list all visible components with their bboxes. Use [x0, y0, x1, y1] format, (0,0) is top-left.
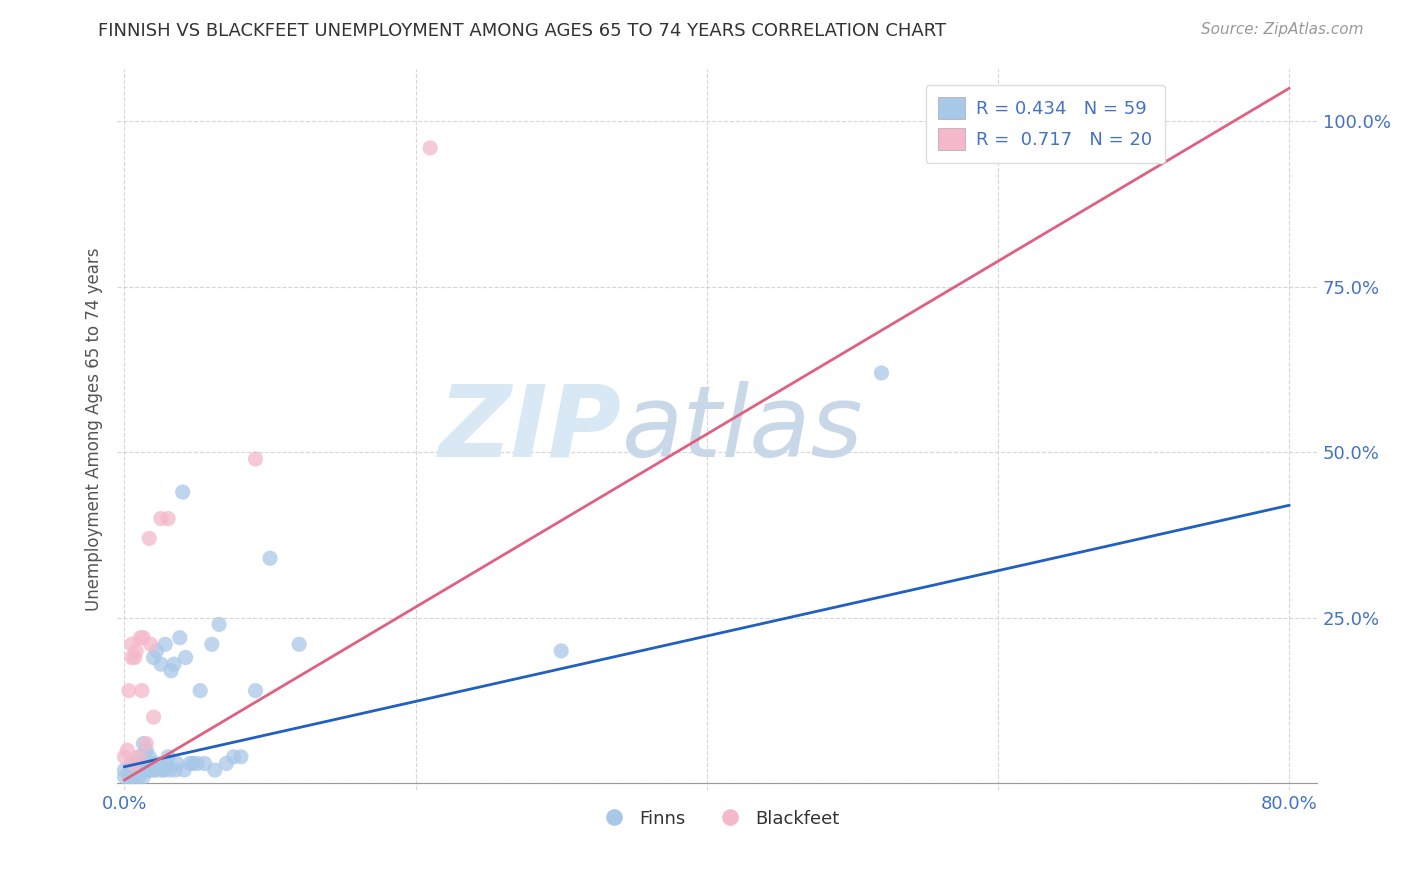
- Point: [121, 763, 143, 777]
- Point: [114, 763, 136, 777]
- Point: [245, 683, 267, 698]
- Point: [150, 763, 173, 777]
- Point: [118, 683, 141, 698]
- Point: [229, 749, 252, 764]
- Point: [125, 756, 148, 771]
- Point: [131, 763, 153, 777]
- Point: [128, 749, 150, 764]
- Point: [138, 749, 160, 764]
- Point: [125, 763, 148, 777]
- Point: [156, 756, 179, 771]
- Point: [259, 551, 281, 566]
- Point: [142, 710, 165, 724]
- Point: [149, 756, 172, 771]
- Point: [142, 650, 165, 665]
- Point: [157, 749, 180, 764]
- Point: [179, 756, 201, 771]
- Point: [215, 756, 238, 771]
- Point: [166, 756, 188, 771]
- Point: [128, 770, 150, 784]
- Point: [181, 756, 204, 771]
- Point: [138, 532, 160, 546]
- Text: atlas: atlas: [621, 381, 863, 478]
- Point: [165, 763, 187, 777]
- Point: [159, 763, 181, 777]
- Point: [139, 637, 162, 651]
- Point: [173, 763, 195, 777]
- Point: [186, 756, 208, 771]
- Point: [135, 737, 157, 751]
- Point: [124, 650, 146, 665]
- Point: [132, 737, 155, 751]
- Point: [121, 770, 143, 784]
- Point: [145, 763, 167, 777]
- Point: [135, 743, 157, 757]
- Point: [188, 683, 211, 698]
- Point: [550, 644, 572, 658]
- Point: [201, 637, 224, 651]
- Point: [129, 631, 152, 645]
- Point: [419, 141, 441, 155]
- Text: ZIP: ZIP: [439, 381, 621, 478]
- Point: [149, 511, 172, 525]
- Point: [145, 644, 167, 658]
- Point: [193, 756, 215, 771]
- Point: [174, 650, 197, 665]
- Text: FINNISH VS BLACKFEET UNEMPLOYMENT AMONG AGES 65 TO 74 YEARS CORRELATION CHART: FINNISH VS BLACKFEET UNEMPLOYMENT AMONG …: [98, 22, 946, 40]
- Point: [160, 664, 183, 678]
- Text: Source: ZipAtlas.com: Source: ZipAtlas.com: [1201, 22, 1364, 37]
- Point: [208, 617, 231, 632]
- Point: [870, 366, 893, 380]
- Point: [131, 763, 153, 777]
- Point: [163, 657, 186, 672]
- Point: [132, 770, 155, 784]
- Y-axis label: Unemployment Among Ages 65 to 74 years: Unemployment Among Ages 65 to 74 years: [86, 247, 103, 611]
- Point: [245, 452, 267, 467]
- Point: [135, 763, 157, 777]
- Point: [222, 749, 245, 764]
- Point: [124, 770, 146, 784]
- Point: [172, 485, 194, 500]
- Point: [139, 763, 162, 777]
- Point: [139, 756, 162, 771]
- Point: [169, 631, 191, 645]
- Point: [117, 743, 139, 757]
- Point: [121, 756, 143, 771]
- Legend: Finns, Blackfeet: Finns, Blackfeet: [588, 803, 846, 835]
- Point: [122, 756, 145, 771]
- Point: [143, 756, 166, 771]
- Point: [128, 749, 150, 764]
- Point: [136, 763, 159, 777]
- Point: [121, 650, 143, 665]
- Point: [204, 763, 226, 777]
- Point: [131, 683, 153, 698]
- Point: [132, 631, 155, 645]
- Point: [142, 763, 165, 777]
- Point: [152, 763, 174, 777]
- Point: [127, 756, 149, 771]
- Point: [125, 644, 148, 658]
- Point: [157, 511, 180, 525]
- Point: [118, 770, 141, 784]
- Point: [149, 657, 172, 672]
- Point: [121, 637, 143, 651]
- Point: [155, 637, 177, 651]
- Point: [114, 749, 136, 764]
- Point: [288, 637, 311, 651]
- Point: [114, 770, 136, 784]
